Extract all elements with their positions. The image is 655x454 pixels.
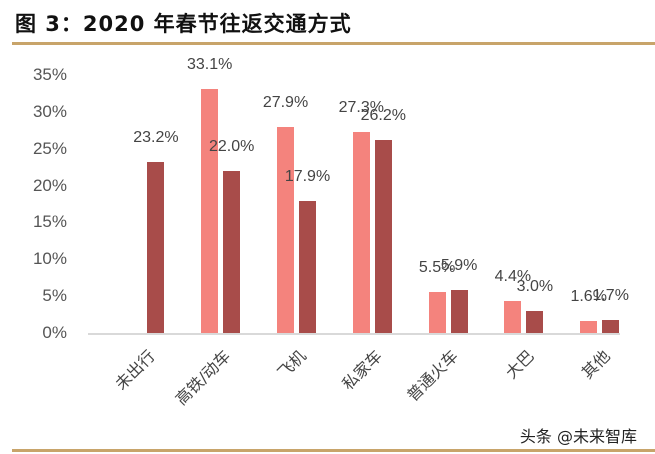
top-divider bbox=[12, 42, 655, 45]
bottom-divider bbox=[12, 449, 655, 452]
bar-series_dark bbox=[526, 310, 544, 333]
bar-series_dark bbox=[299, 201, 316, 333]
bar-series_light bbox=[352, 131, 370, 333]
data-label: 1.6% bbox=[570, 288, 607, 306]
x-category-label: 飞机 bbox=[274, 346, 311, 383]
y-tick-label: 20% bbox=[32, 175, 67, 195]
data-label: 5.5% bbox=[418, 259, 456, 277]
bar-series_light bbox=[201, 89, 219, 333]
data-label: 26.2% bbox=[360, 106, 406, 124]
data-label: 5.9% bbox=[440, 256, 478, 274]
y-tick-label: 30% bbox=[32, 101, 67, 121]
x-category-label: 高铁/动车 bbox=[171, 346, 235, 409]
bar-series_light bbox=[504, 300, 522, 333]
y-tick-label: 35% bbox=[32, 65, 67, 85]
data-label: 27.3% bbox=[338, 98, 384, 116]
data-label: 17.9% bbox=[284, 168, 331, 186]
data-label: 3.0% bbox=[516, 277, 554, 295]
bar-series_light bbox=[580, 321, 598, 333]
y-tick-label: 0% bbox=[42, 323, 67, 342]
bar-series_dark bbox=[374, 139, 392, 333]
y-tick-label: 25% bbox=[32, 138, 67, 158]
page-title: 图 3：2020 年春节往返交通方式 bbox=[15, 12, 352, 36]
bar-series_dark bbox=[223, 170, 241, 333]
x-category-label: 大巴 bbox=[501, 346, 538, 383]
y-tick-label: 10% bbox=[32, 249, 67, 269]
data-label: 4.4% bbox=[494, 267, 532, 285]
bar-series_light bbox=[277, 127, 294, 333]
data-label: 33.1% bbox=[187, 56, 233, 74]
data-label: 1.7% bbox=[592, 287, 629, 305]
x-axis-line bbox=[88, 333, 620, 335]
x-category-label: 普通火车 bbox=[403, 346, 462, 406]
watermark: 头条 @未来智库 bbox=[519, 427, 637, 446]
bar-series_dark bbox=[450, 289, 468, 333]
data-label: 22.0% bbox=[209, 137, 255, 155]
y-tick-label: 5% bbox=[42, 286, 67, 306]
x-category-label: 未出行 bbox=[111, 346, 159, 394]
data-label: 23.2% bbox=[133, 129, 179, 147]
bar-series_light bbox=[428, 292, 446, 333]
y-tick-label: 15% bbox=[32, 212, 67, 232]
x-category-label: 私家车 bbox=[338, 346, 387, 394]
data-label: 27.9% bbox=[262, 94, 309, 112]
bar-series_dark bbox=[147, 162, 165, 333]
bar-series_dark bbox=[602, 320, 620, 333]
x-category-label: 其他 bbox=[577, 346, 614, 383]
